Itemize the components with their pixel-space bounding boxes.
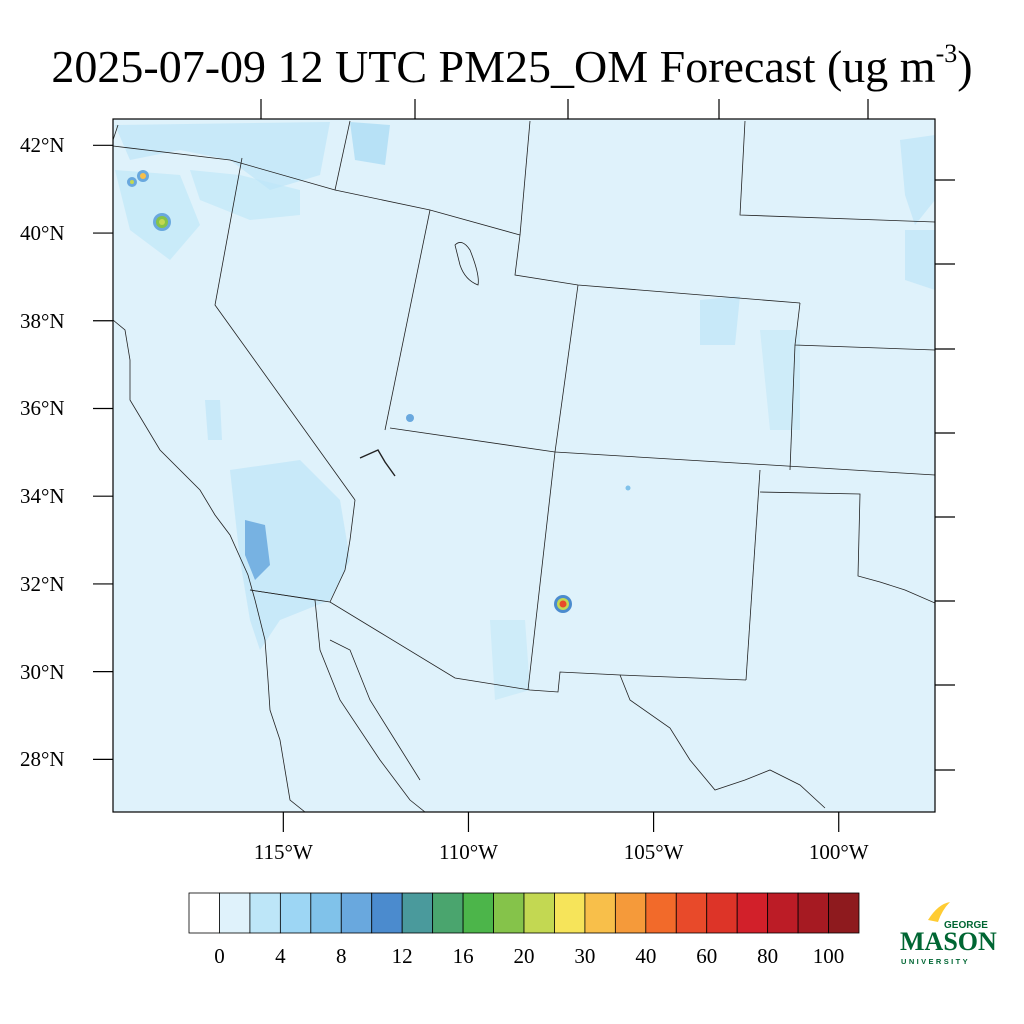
logo-top-text: GEORGE <box>944 920 988 931</box>
map-background <box>113 119 935 812</box>
colorbar-swatch <box>401 892 434 934</box>
colorbar-swatch <box>706 892 738 934</box>
logo-main-text: MASON <box>900 927 997 956</box>
colorbar-label: 0 <box>214 944 225 968</box>
concentration-patch <box>760 330 800 430</box>
colorbar-swatch <box>736 892 769 934</box>
boundary-line <box>789 344 796 471</box>
boundary-line <box>329 639 421 781</box>
boundary-line <box>759 491 935 604</box>
colorbar-swatch <box>310 892 342 934</box>
hotspot <box>559 600 567 608</box>
colorbar-label: 40 <box>635 944 657 968</box>
boundary-line <box>739 120 935 223</box>
lat-tick-label: 42°N <box>20 133 65 158</box>
boundary-line <box>334 120 351 191</box>
colorbar-swatch <box>645 892 677 934</box>
boundary-line <box>249 589 316 601</box>
boundary-line <box>514 234 801 304</box>
great-salt-lake <box>454 242 479 286</box>
colorbar-swatch <box>797 892 829 934</box>
map-border <box>112 118 936 813</box>
lat-tick-label: 38°N <box>20 308 65 333</box>
boundary-line <box>214 157 356 501</box>
concentration-patch <box>245 520 270 580</box>
logo-bottom-text: UNIVERSITY <box>901 957 970 966</box>
lat-tick-label: 40°N <box>20 221 65 246</box>
boundary-line <box>113 124 119 141</box>
colorbar-swatch <box>279 892 312 934</box>
lon-tick-label: 100°W <box>808 840 869 864</box>
boundary-line <box>619 674 747 681</box>
boundary-line <box>249 589 826 809</box>
colorbar-swatch <box>188 892 220 934</box>
colorbar-swatch <box>462 892 494 934</box>
lon-tick-label: 110°W <box>438 840 498 864</box>
title-superscript: -3 <box>935 39 958 68</box>
concentration-patch <box>700 296 740 345</box>
lake-mead <box>359 449 396 477</box>
axis-ticks <box>93 99 955 832</box>
colorbar-label: 8 <box>336 944 347 968</box>
colorbar-swatch <box>767 892 799 934</box>
boundary-line <box>745 469 761 681</box>
boundary-line <box>113 319 306 812</box>
lon-tick-label: 105°W <box>623 840 684 864</box>
state-boundaries <box>113 120 935 812</box>
colorbar-swatch <box>432 892 464 934</box>
boundary-line <box>314 599 426 812</box>
gmu-logo: GEORGE MASON UNIVERSITY <box>898 900 1002 970</box>
colorbar <box>188 892 860 934</box>
title-text: 2025-07-09 12 UTC PM25_OM Forecast (ug m <box>51 41 936 92</box>
boundary-line <box>329 499 356 603</box>
colorbar-swatch <box>340 892 373 934</box>
concentration-patch <box>230 460 350 650</box>
colorbar-swatch <box>493 892 525 934</box>
colorbar-label: 80 <box>757 944 779 968</box>
concentration-patches <box>115 122 935 700</box>
colorbar-swatch <box>523 892 555 934</box>
colorbar-label: 12 <box>391 944 413 968</box>
colorbar-label: 16 <box>452 944 474 968</box>
colorbar-swatch <box>249 892 281 934</box>
colorbar-label: 30 <box>574 944 596 968</box>
boundary-line <box>384 209 431 431</box>
gmu-logo-graphic: GEORGE MASON UNIVERSITY <box>900 902 997 966</box>
concentration-patch <box>490 620 530 700</box>
boundary-line <box>527 284 579 691</box>
colorbar-swatch <box>675 892 708 934</box>
colorbar-swatch <box>219 892 251 934</box>
colorbar-swatch <box>828 892 860 934</box>
colorbar-swatch <box>584 892 616 934</box>
lat-tick-label: 36°N <box>20 396 65 421</box>
colorbar-swatch <box>371 892 403 934</box>
colorbar-label: 20 <box>513 944 535 968</box>
lat-tick-label: 32°N <box>20 571 65 596</box>
hotspot <box>406 414 414 422</box>
title-close: ) <box>957 41 973 92</box>
hotspot <box>130 180 134 184</box>
hotspot <box>140 173 146 179</box>
lat-tick-label: 34°N <box>20 484 65 509</box>
colorbar-label: 60 <box>696 944 718 968</box>
concentration-patch <box>350 122 390 165</box>
lat-tick-label: 30°N <box>20 659 65 684</box>
colorbar-swatch <box>554 892 586 934</box>
concentration-patch <box>190 170 300 220</box>
boundary-line <box>519 120 531 236</box>
hotspot <box>159 219 165 225</box>
colorbar-label: 4 <box>275 944 286 968</box>
logo-flame-icon <box>928 902 950 922</box>
lon-tick-label: 115°W <box>253 840 313 864</box>
concentration-patch <box>205 400 222 440</box>
hotspot <box>625 485 631 491</box>
colorbar-swatch <box>614 892 647 934</box>
concentration-patch <box>905 230 935 290</box>
concentration-patch <box>900 135 935 225</box>
colorbar-label: 100 <box>812 944 845 968</box>
map-title: 2025-07-09 12 UTC PM25_OM Forecast (ug m… <box>0 26 1024 95</box>
lat-tick-label: 28°N <box>20 747 65 772</box>
